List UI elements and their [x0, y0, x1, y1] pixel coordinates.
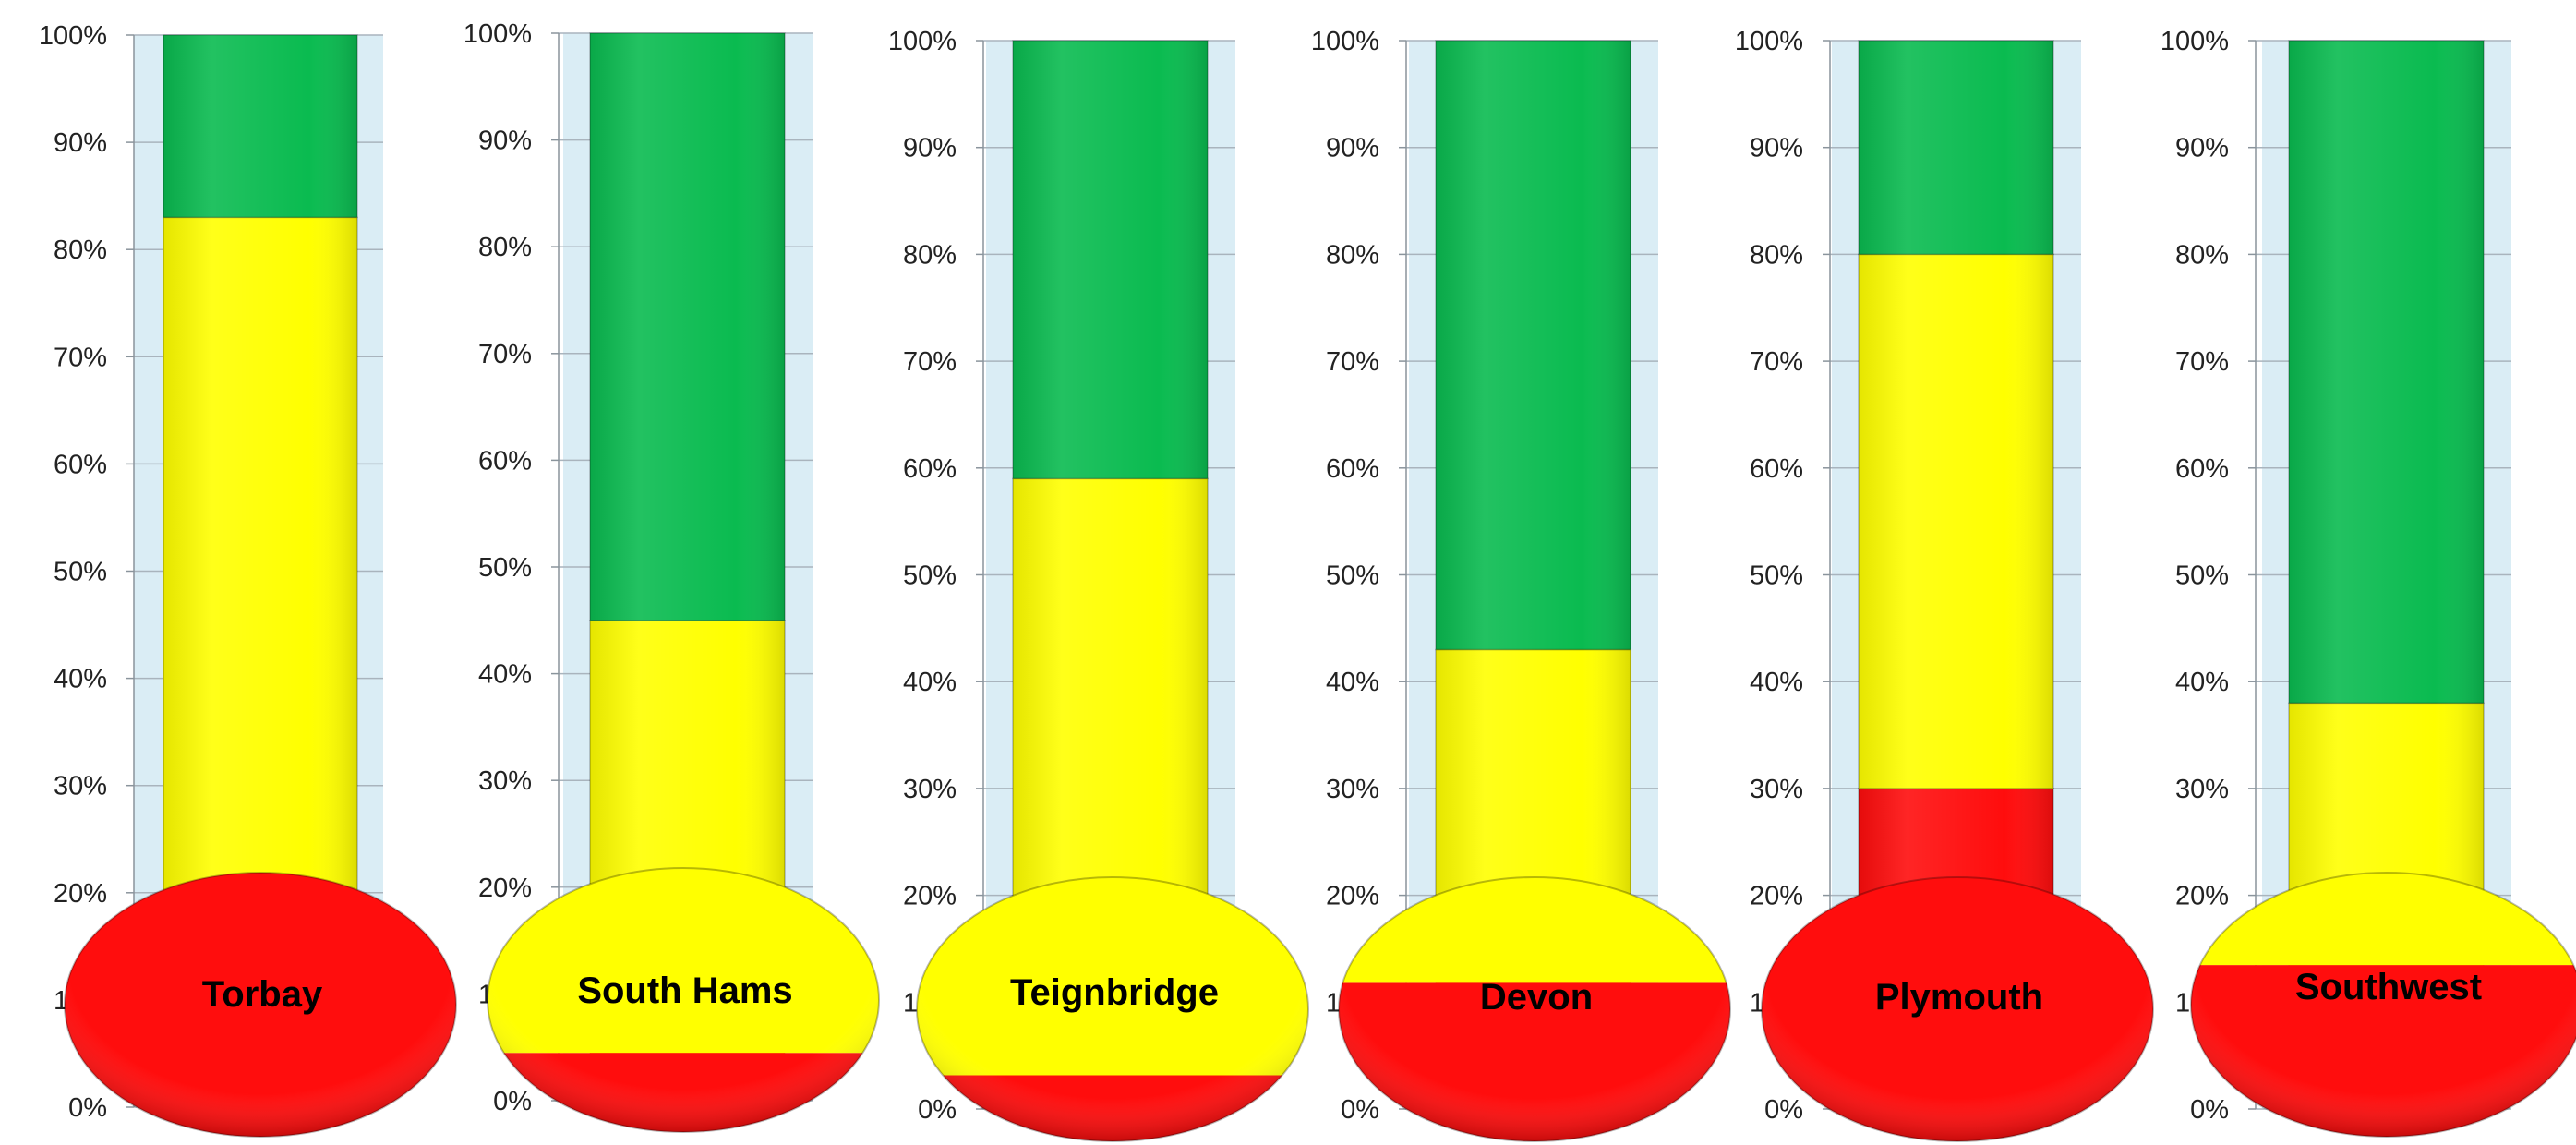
bulb-outline [1338, 876, 1731, 1142]
y-tick-label: 50% [903, 561, 957, 591]
y-tick-label: 60% [478, 446, 532, 476]
y-tick-label: 100% [39, 21, 107, 51]
y-tick-label: 100% [1735, 27, 1803, 56]
bulb-shading [1339, 877, 1730, 1141]
y-tick-label: 0% [918, 1095, 957, 1125]
y-tick-label: 60% [903, 454, 957, 484]
y-tick-label: 60% [2175, 454, 2229, 484]
y-tick-label: 90% [903, 134, 957, 163]
thermometer-2: 0%10%20%30%40%50%60%70%80%90%100%South H… [463, 19, 880, 1133]
y-tick-label: 30% [54, 772, 107, 802]
category-label: Devon [1480, 977, 1593, 1018]
y-tick-label: 40% [1326, 668, 1379, 697]
bulb-shading [488, 868, 879, 1132]
y-tick-label: 70% [1750, 347, 1803, 377]
y-tick-label: 70% [2175, 347, 2229, 377]
y-tick-label: 60% [54, 450, 107, 479]
y-tick-label: 90% [54, 128, 107, 158]
y-tick-label: 80% [1750, 240, 1803, 270]
bulb-outline [487, 867, 880, 1133]
thermometer-3: 0%10%20%30%40%50%60%70%80%90%100%Teignbr… [888, 27, 1309, 1142]
y-tick-label: 30% [903, 775, 957, 804]
bulb-shading [65, 873, 456, 1137]
y-tick-label: 30% [478, 766, 532, 796]
y-tick-label: 90% [1750, 134, 1803, 163]
y-tick-label: 80% [903, 240, 957, 270]
y-tick-label: 60% [1326, 454, 1379, 484]
y-tick-label: 50% [1326, 561, 1379, 591]
y-tick-label: 100% [888, 27, 957, 56]
bulb-outline [2190, 872, 2576, 1138]
bulb-outline [916, 876, 1309, 1142]
y-tick-label: 0% [2190, 1095, 2229, 1125]
y-tick-label: 80% [1326, 240, 1379, 270]
y-tick-label: 100% [1311, 27, 1379, 56]
thermometer-5: 0%10%20%30%40%50%60%70%80%90%100%Plymout… [1735, 27, 2154, 1142]
y-tick-label: 100% [2161, 27, 2229, 56]
y-tick-label: 20% [54, 879, 107, 909]
y-tick-label: 80% [2175, 240, 2229, 270]
y-tick-label: 70% [903, 347, 957, 377]
y-tick-label: 90% [1326, 134, 1379, 163]
y-tick-label: 0% [68, 1093, 107, 1123]
y-tick-label: 70% [478, 340, 532, 369]
category-label: Southwest [2295, 967, 2482, 1007]
y-tick-label: 50% [1750, 561, 1803, 591]
bulb-outline [64, 872, 457, 1138]
y-tick-label: 0% [493, 1087, 532, 1116]
y-tick-label: 80% [478, 233, 532, 262]
bulb-shading [1762, 877, 2153, 1141]
thermometer-1: 0%10%20%30%40%50%60%70%80%90%100%Torbay [39, 21, 457, 1138]
y-tick-label: 90% [478, 127, 532, 156]
y-tick-label: 50% [478, 553, 532, 583]
y-tick-label: 0% [1341, 1095, 1379, 1125]
bulb-outline [1761, 876, 2154, 1142]
y-tick-label: 50% [2175, 561, 2229, 591]
y-tick-label: 90% [2175, 134, 2229, 163]
category-label: Torbay [202, 974, 323, 1015]
y-tick-label: 20% [903, 882, 957, 911]
bulb-shading [2191, 873, 2576, 1137]
y-tick-label: 30% [2175, 775, 2229, 804]
bulb-shading [917, 877, 1308, 1141]
y-tick-label: 20% [478, 874, 532, 903]
y-tick-label: 0% [1764, 1095, 1803, 1125]
y-tick-label: 70% [54, 343, 107, 372]
y-tick-label: 80% [54, 235, 107, 265]
y-tick-label: 40% [54, 665, 107, 694]
y-tick-label: 20% [2175, 882, 2229, 911]
y-tick-label: 20% [1750, 882, 1803, 911]
y-tick-label: 40% [478, 660, 532, 690]
category-label: South Hams [577, 970, 792, 1011]
y-tick-label: 60% [1750, 454, 1803, 484]
y-tick-label: 40% [2175, 668, 2229, 697]
y-tick-label: 50% [54, 558, 107, 587]
y-tick-label: 20% [1326, 882, 1379, 911]
thermometer-4: 0%10%20%30%40%50%60%70%80%90%100%Devon [1311, 27, 1731, 1142]
y-tick-label: 40% [903, 668, 957, 697]
category-label: Plymouth [1875, 977, 2043, 1018]
y-tick-label: 30% [1326, 775, 1379, 804]
thermometer-6: 0%10%20%30%40%50%60%70%80%90%100%Southwe… [2161, 27, 2576, 1138]
y-tick-label: 40% [1750, 668, 1803, 697]
category-label: Teignbridge [1010, 972, 1219, 1013]
y-tick-label: 100% [463, 19, 532, 49]
y-tick-label: 30% [1750, 775, 1803, 804]
y-tick-label: 70% [1326, 347, 1379, 377]
